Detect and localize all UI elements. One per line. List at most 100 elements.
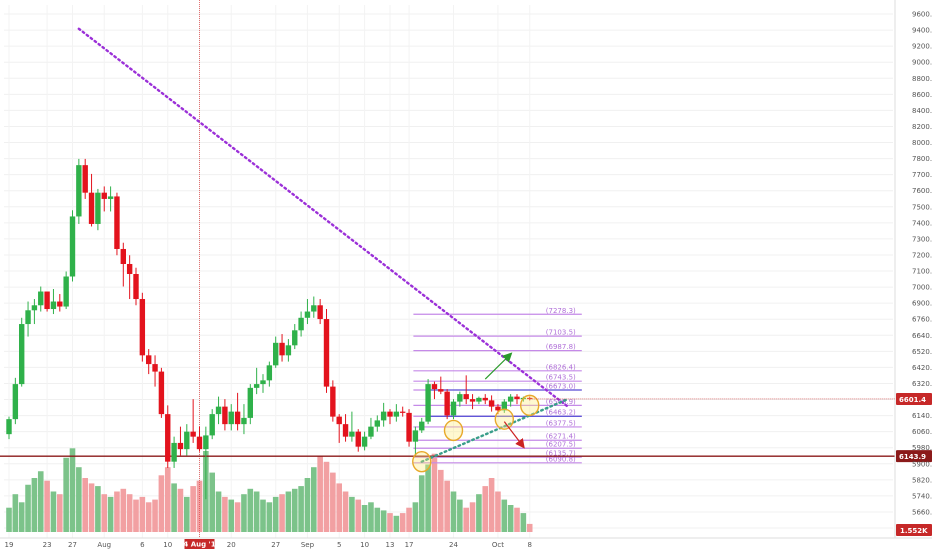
volume-bar	[374, 507, 381, 532]
candle-body	[425, 384, 431, 422]
price-tick-label: 7800.0	[912, 155, 932, 163]
price-axis[interactable]: 9600.0 9400.0 9200.0 9000.0 8800.0 8600.0 8400…	[529, 0, 932, 538]
fib-level-label: (6135.7)	[546, 450, 576, 458]
fib-level-label: (7103.5)	[546, 329, 576, 337]
candle-body	[387, 411, 393, 417]
volume-bar	[190, 486, 196, 532]
candle-body	[260, 380, 266, 385]
candle-body	[438, 389, 444, 392]
price-tick-label: 7000.0	[912, 284, 932, 292]
time-tick-label: 23	[43, 541, 52, 549]
candle-body	[330, 386, 336, 417]
highlight-circle	[443, 419, 464, 442]
price-tick-label: 7300.0	[912, 235, 932, 243]
volume-bar	[158, 475, 165, 532]
volume-bar	[88, 483, 95, 532]
volume-bar	[406, 507, 412, 532]
candle-body	[234, 411, 241, 425]
volume-bar	[304, 478, 311, 532]
candle-body	[431, 384, 438, 390]
time-axis[interactable]: 19 23 27 Aug 6 10 14 Aug '18 20 27 Sep 5 10 13 17 24 Oc…	[0, 537, 932, 549]
time-tick-label: 6	[140, 541, 145, 549]
time-tick-label: 24	[449, 541, 458, 549]
candle-body	[184, 431, 190, 450]
time-tick-label: 10	[163, 541, 172, 549]
volume-bar	[450, 491, 457, 532]
volume-bar	[501, 499, 508, 532]
current-price-flag[interactable]	[896, 392, 932, 405]
volume-bar	[476, 494, 482, 532]
candle-body	[361, 436, 368, 447]
price-tick-label: 7400.0	[912, 219, 932, 227]
candle-body	[165, 414, 171, 462]
price-tick-label: 9200.0	[912, 43, 932, 51]
price-tick-label: 6060.0	[912, 428, 932, 436]
volume-bar	[412, 502, 419, 532]
volume-bar	[145, 502, 152, 532]
candle-body	[266, 365, 273, 381]
volume-bar	[317, 456, 323, 532]
candle-body	[317, 305, 323, 320]
fib-level-label: (6090.8)	[546, 455, 576, 463]
price-tick-label: 6320.0	[912, 380, 932, 388]
volume-bar	[18, 502, 25, 532]
volume-bar	[463, 507, 469, 532]
volume-bar	[126, 494, 133, 532]
candle-body	[298, 317, 304, 331]
time-tick-label: Oct	[492, 541, 504, 549]
volume-bar	[342, 491, 349, 532]
candle-body	[292, 330, 298, 346]
candle-body	[196, 436, 203, 450]
candle-body	[120, 248, 126, 264]
candle-body	[253, 384, 260, 388]
time-tick-label: Sep	[301, 541, 315, 549]
price-tick-label: 7700.0	[912, 171, 932, 179]
volume-bar	[76, 467, 82, 532]
fib-level-label: (6743.5)	[546, 374, 576, 382]
volume-bar	[222, 496, 228, 532]
volume-bar	[444, 480, 450, 532]
candle-body	[342, 424, 349, 437]
highlight-circle	[412, 450, 432, 473]
volume-bar	[164, 467, 171, 532]
candle-body	[374, 420, 380, 427]
candle-body	[222, 406, 228, 425]
time-tick-label: 17	[405, 541, 414, 549]
time-tick-label: 10	[360, 541, 369, 549]
time-tick-label: 5	[337, 541, 341, 549]
volume-bar	[215, 491, 222, 532]
volume-bar	[266, 502, 273, 532]
volume-bar	[82, 478, 88, 532]
volume-bar	[228, 499, 235, 532]
candle-body	[419, 421, 425, 431]
candle-body	[482, 397, 488, 401]
support-price-flag	[896, 450, 932, 463]
candle-body	[476, 397, 482, 402]
volume-bar	[368, 502, 374, 532]
current-price-label: 6601.4	[899, 396, 926, 404]
volume-bar	[469, 502, 476, 532]
volume-bar	[44, 480, 50, 532]
candle-body	[304, 311, 311, 318]
candle-body	[44, 291, 50, 310]
time-tick-label: 14 Aug '18	[179, 541, 221, 549]
candle-body	[336, 416, 342, 425]
candle-body	[323, 319, 330, 387]
candle-body	[190, 431, 196, 437]
volume-bar	[425, 464, 431, 532]
candle-body	[241, 417, 247, 425]
volume-bar	[101, 494, 108, 532]
trendline	[420, 397, 569, 463]
time-tick-label: 8	[527, 541, 531, 549]
time-tick-label: Aug	[97, 541, 111, 549]
price-tick-label: 7200.0	[912, 251, 932, 259]
price-tick-label: 9000.0	[912, 59, 932, 67]
fib-level-label: (6673.0)	[546, 382, 576, 390]
volume-bar	[171, 483, 177, 532]
price-tick-label: 6420.0	[912, 364, 932, 372]
candle-body	[209, 414, 215, 436]
candle-body	[469, 399, 476, 402]
trendlines	[77, 27, 569, 463]
